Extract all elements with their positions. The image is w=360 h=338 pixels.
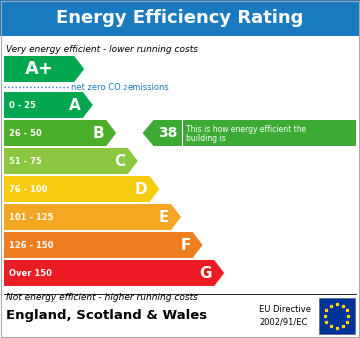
Text: 2002/91/EC: 2002/91/EC [259, 317, 307, 327]
Text: D: D [135, 182, 147, 196]
Text: B: B [93, 125, 104, 141]
Polygon shape [4, 92, 93, 118]
Text: C: C [115, 153, 126, 169]
Text: F: F [180, 238, 190, 252]
Polygon shape [143, 120, 170, 146]
Polygon shape [4, 56, 84, 82]
Polygon shape [143, 120, 356, 146]
Text: 51 - 75: 51 - 75 [9, 156, 42, 166]
Text: 126 - 150: 126 - 150 [9, 241, 54, 249]
Text: net zero CO: net zero CO [71, 82, 121, 92]
Text: This is how energy efficient the: This is how energy efficient the [186, 125, 306, 134]
Polygon shape [4, 148, 138, 174]
Bar [182, 120, 356, 146]
Text: emissions: emissions [127, 82, 169, 92]
Text: Not energy efficient - higher running costs: Not energy efficient - higher running co… [6, 293, 198, 303]
Bar [0, 0, 360, 36]
Text: England, Scotland & Wales: England, Scotland & Wales [6, 310, 207, 322]
Text: A+: A+ [25, 60, 54, 78]
Polygon shape [4, 260, 224, 286]
Bar [319, 298, 355, 334]
Text: EU Directive: EU Directive [259, 306, 311, 314]
Text: 101 - 125: 101 - 125 [9, 213, 54, 221]
Text: Over 150: Over 150 [9, 268, 52, 277]
Text: building is: building is [186, 134, 226, 143]
Polygon shape [4, 120, 116, 146]
Text: 2: 2 [123, 86, 127, 92]
Text: G: G [200, 266, 212, 281]
Text: 38: 38 [158, 126, 177, 140]
Text: Energy Efficiency Rating: Energy Efficiency Rating [56, 9, 304, 27]
Polygon shape [4, 176, 159, 202]
Text: 76 - 100: 76 - 100 [9, 185, 48, 193]
Polygon shape [4, 232, 203, 258]
Text: A: A [69, 97, 81, 113]
Text: Very energy efficient - lower running costs: Very energy efficient - lower running co… [6, 45, 198, 53]
Text: E: E [159, 210, 169, 224]
Polygon shape [4, 204, 181, 230]
Text: 26 - 50: 26 - 50 [9, 128, 42, 138]
Text: 0 - 25: 0 - 25 [9, 100, 36, 110]
Bar [154, 120, 188, 146]
